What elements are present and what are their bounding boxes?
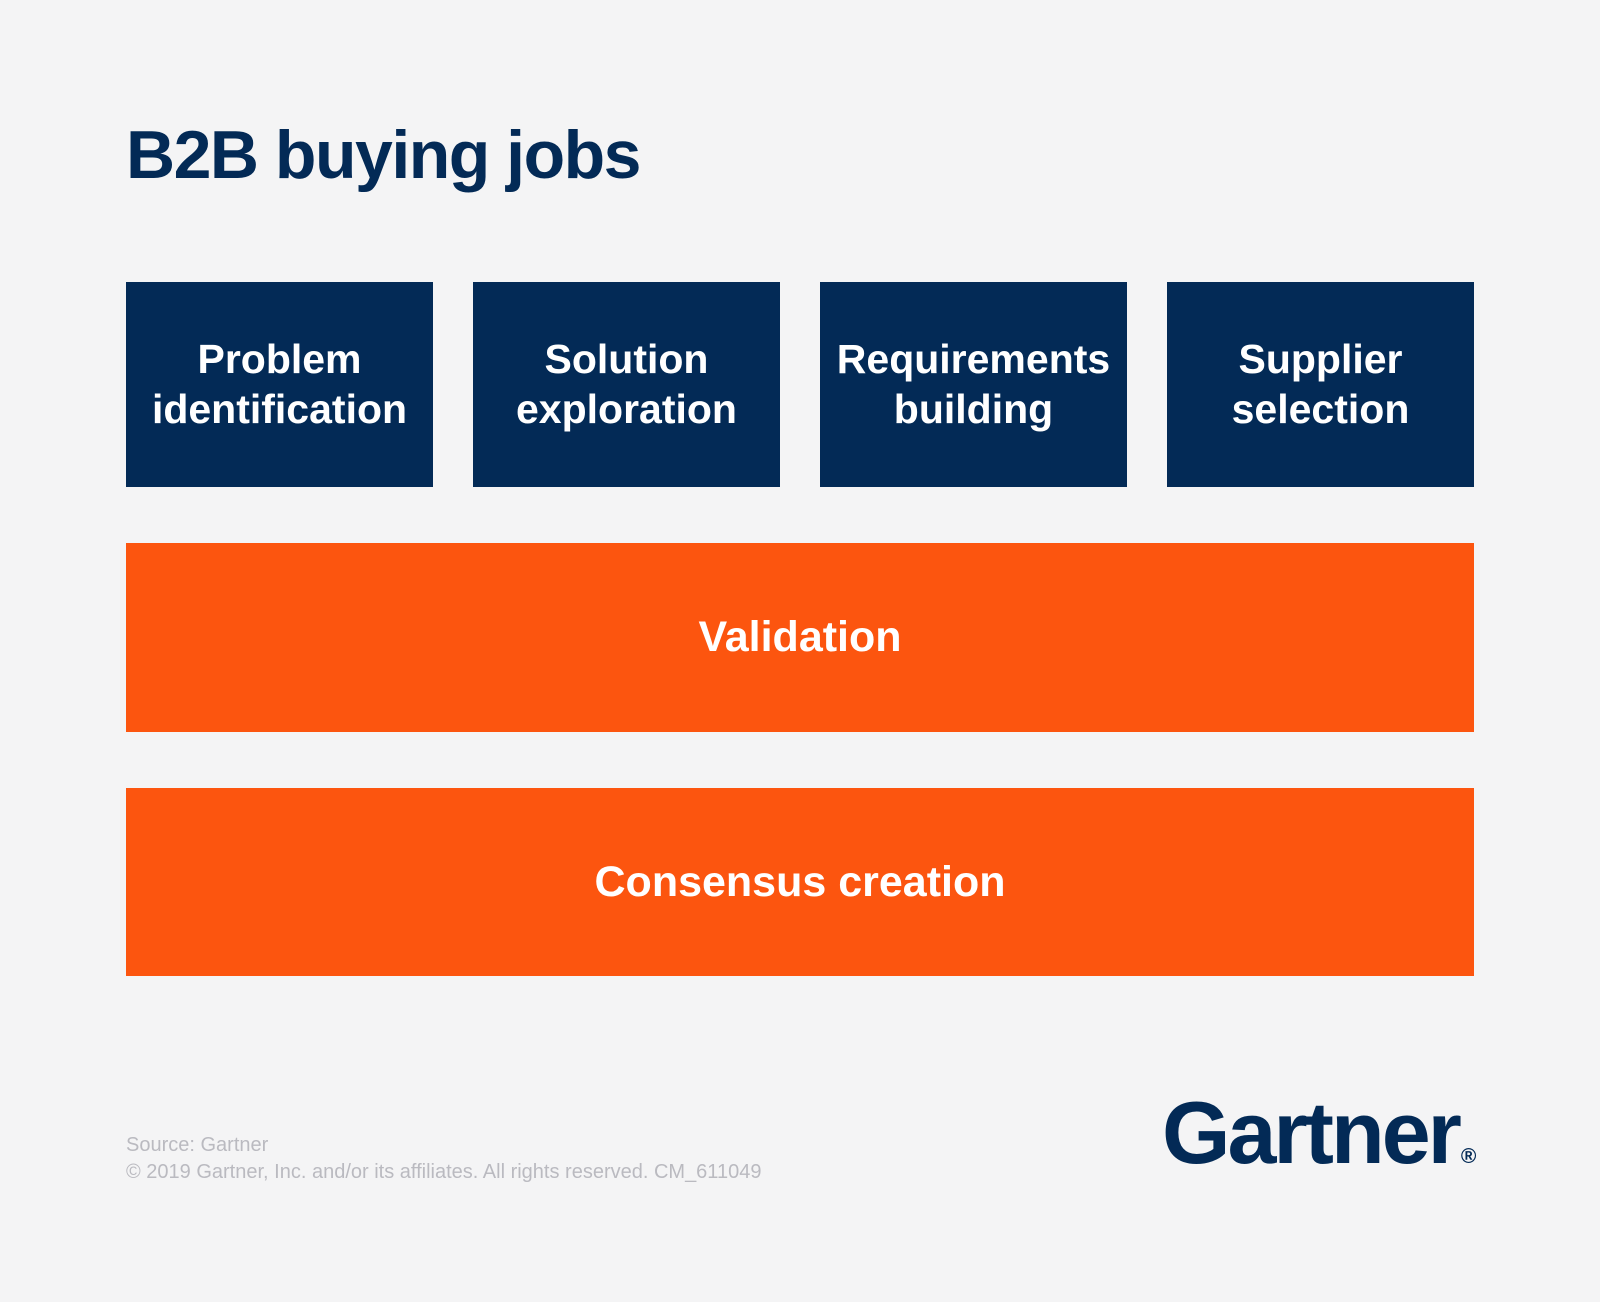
footer-source-line: Source: Gartner — [126, 1134, 269, 1156]
stage-box-requirements-building: Requirements building — [820, 282, 1127, 487]
gartner-logo: Gartner® — [1162, 1082, 1476, 1184]
phase-bar-consensus-creation: Consensus creation — [126, 788, 1474, 976]
page-title: B2B buying jobs — [126, 117, 641, 193]
stage-label: Problem identification — [151, 336, 408, 432]
stage-box-solution-exploration: Solution exploration — [473, 282, 780, 487]
stage-row: Problem identification Solution explorat… — [126, 282, 1474, 487]
gartner-logo-wordmark: Gartner — [1162, 1083, 1462, 1182]
stage-label: Solution exploration — [516, 336, 737, 432]
phase-bar-label: Validation — [698, 613, 902, 661]
registered-trademark-icon: ® — [1460, 1145, 1477, 1168]
stage-box-supplier-selection: Supplier selection — [1167, 282, 1474, 487]
phase-bar-label: Consensus creation — [594, 857, 1006, 906]
stage-label: Requirements building — [836, 336, 1111, 432]
footer: Source: Gartner © 2019 Gartner, Inc. and… — [126, 1132, 761, 1186]
footer-copyright-line: © 2019 Gartner, Inc. and/or its affiliat… — [126, 1161, 762, 1183]
stage-label: Supplier selection — [1231, 336, 1410, 432]
phase-bar-validation: Validation — [126, 543, 1474, 732]
stage-box-problem-identification: Problem identification — [126, 282, 433, 487]
